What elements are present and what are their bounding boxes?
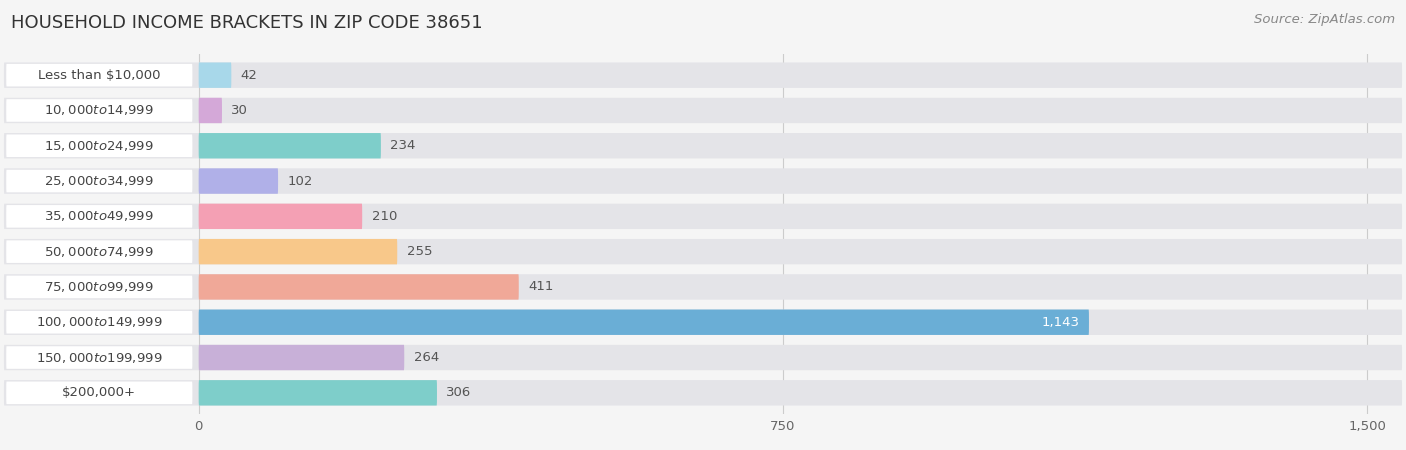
Text: 42: 42 — [240, 69, 257, 82]
Text: $100,000 to $149,999: $100,000 to $149,999 — [37, 315, 163, 329]
FancyBboxPatch shape — [4, 310, 1402, 335]
FancyBboxPatch shape — [4, 63, 1402, 88]
Text: $50,000 to $74,999: $50,000 to $74,999 — [45, 245, 155, 259]
FancyBboxPatch shape — [6, 311, 193, 333]
Text: 264: 264 — [413, 351, 439, 364]
FancyBboxPatch shape — [4, 98, 1402, 123]
FancyBboxPatch shape — [6, 276, 193, 298]
Text: $10,000 to $14,999: $10,000 to $14,999 — [45, 104, 155, 117]
Text: 30: 30 — [232, 104, 249, 117]
FancyBboxPatch shape — [4, 168, 1402, 194]
Text: $75,000 to $99,999: $75,000 to $99,999 — [45, 280, 155, 294]
Text: 255: 255 — [406, 245, 432, 258]
FancyBboxPatch shape — [4, 239, 1402, 264]
FancyBboxPatch shape — [6, 99, 193, 122]
FancyBboxPatch shape — [198, 168, 278, 194]
FancyBboxPatch shape — [198, 133, 381, 158]
Text: 306: 306 — [446, 386, 471, 399]
Text: 210: 210 — [371, 210, 396, 223]
Text: $25,000 to $34,999: $25,000 to $34,999 — [45, 174, 155, 188]
Text: 1,143: 1,143 — [1042, 316, 1080, 329]
FancyBboxPatch shape — [198, 274, 519, 300]
FancyBboxPatch shape — [4, 274, 1402, 300]
FancyBboxPatch shape — [198, 239, 398, 264]
Text: $200,000+: $200,000+ — [62, 386, 136, 399]
FancyBboxPatch shape — [6, 382, 193, 404]
FancyBboxPatch shape — [4, 204, 1402, 229]
FancyBboxPatch shape — [198, 98, 222, 123]
Text: HOUSEHOLD INCOME BRACKETS IN ZIP CODE 38651: HOUSEHOLD INCOME BRACKETS IN ZIP CODE 38… — [11, 14, 482, 32]
Text: $150,000 to $199,999: $150,000 to $199,999 — [37, 351, 163, 364]
FancyBboxPatch shape — [4, 380, 1402, 405]
FancyBboxPatch shape — [198, 345, 405, 370]
FancyBboxPatch shape — [198, 310, 1090, 335]
FancyBboxPatch shape — [6, 240, 193, 263]
Text: $15,000 to $24,999: $15,000 to $24,999 — [45, 139, 155, 153]
Text: $35,000 to $49,999: $35,000 to $49,999 — [45, 209, 155, 223]
FancyBboxPatch shape — [198, 380, 437, 405]
FancyBboxPatch shape — [4, 133, 1402, 158]
FancyBboxPatch shape — [6, 205, 193, 228]
FancyBboxPatch shape — [4, 345, 1402, 370]
Text: 411: 411 — [529, 280, 554, 293]
FancyBboxPatch shape — [6, 170, 193, 192]
FancyBboxPatch shape — [6, 64, 193, 86]
Text: 102: 102 — [287, 175, 312, 188]
Text: Source: ZipAtlas.com: Source: ZipAtlas.com — [1254, 14, 1395, 27]
FancyBboxPatch shape — [6, 346, 193, 369]
FancyBboxPatch shape — [198, 63, 232, 88]
Text: 234: 234 — [391, 139, 416, 152]
Text: Less than $10,000: Less than $10,000 — [38, 69, 160, 82]
FancyBboxPatch shape — [6, 135, 193, 157]
FancyBboxPatch shape — [198, 204, 363, 229]
